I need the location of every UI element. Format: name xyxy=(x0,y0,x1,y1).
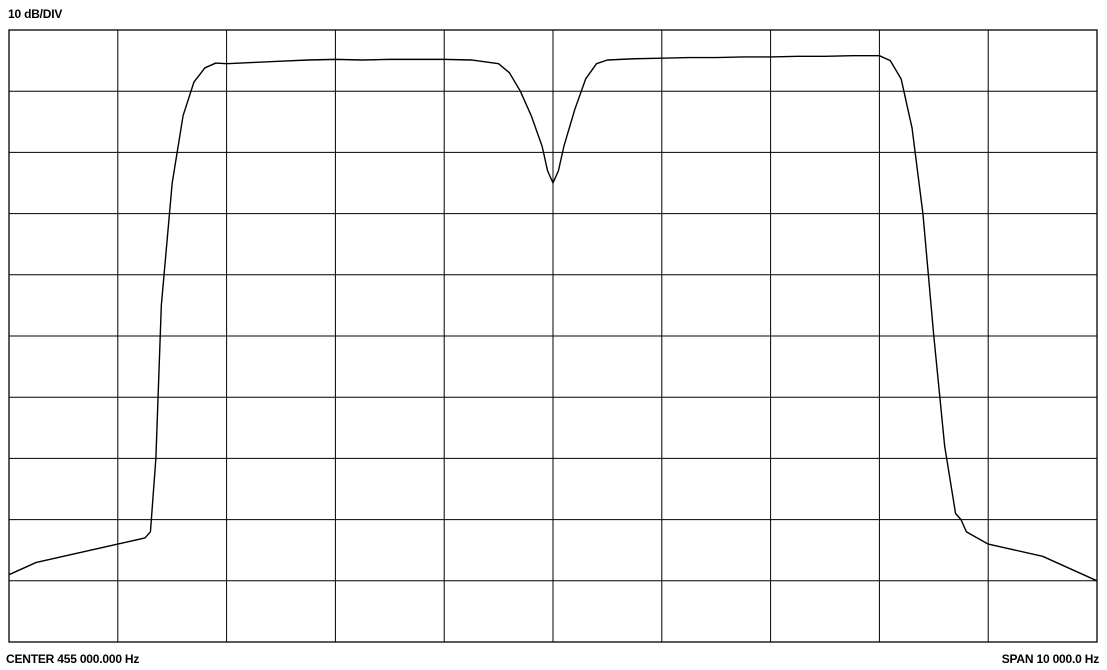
spectrum-plot xyxy=(0,0,1107,670)
